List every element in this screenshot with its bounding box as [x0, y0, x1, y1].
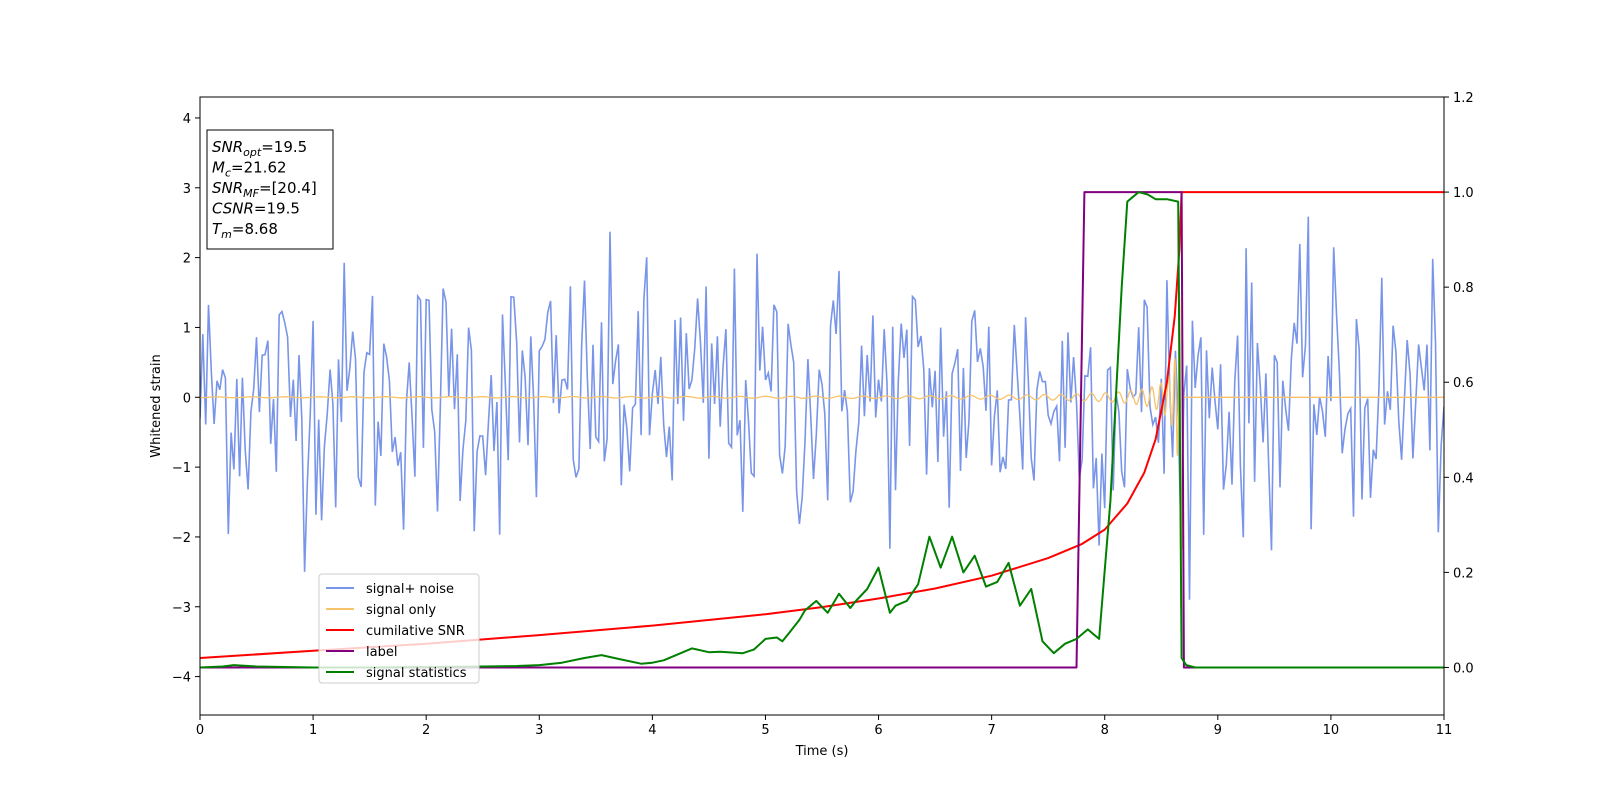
y-left-tick-label: 3	[183, 182, 191, 197]
y-right-tick-label: 0.0	[1453, 661, 1474, 676]
y-left-tick-label: −4	[172, 671, 191, 686]
y-left-tick-label: −3	[172, 601, 191, 616]
x-tick-label: 3	[535, 723, 543, 738]
y-right-tick-label: 0.4	[1453, 471, 1474, 486]
y-left-tick-label: 0	[183, 391, 191, 406]
legend-label: label	[366, 645, 397, 660]
y-right-tick-label: 1.0	[1453, 186, 1474, 201]
y-right-tick-label: 1.2	[1453, 91, 1474, 106]
legend-label: signal only	[366, 603, 436, 618]
snr-annotation-box: SNRopt=19.5Mc=21.62SNRMF=[20.4]CSNR=19.5…	[206, 129, 334, 250]
y-right-tick-label: 0.8	[1453, 281, 1474, 296]
annotation-line: Mc=21.62	[212, 159, 287, 180]
x-axis-label: Time (s)	[795, 744, 849, 759]
y-right-tick-label: 0.2	[1453, 566, 1474, 581]
legend: signal+ noise signal only cumilative SNR la…	[318, 573, 480, 684]
x-tick-label: 6	[874, 723, 882, 738]
y-axis-label: Whitened strain	[149, 354, 164, 457]
plot-frame	[199, 96, 1445, 716]
x-tick-label: 9	[1214, 723, 1222, 738]
annotation-line: Tm=8.68	[212, 220, 278, 241]
x-tick-label: 8	[1101, 723, 1109, 738]
legend-label: signal statistics	[366, 666, 467, 681]
series-signal-statistics	[200, 191, 1444, 669]
axes-layer: 0 1 2 3 4 5 6 7 8 9 10 11 −4 −3 −2 −1 0 1 2 3 4 0.0 0.2 0.4 0.6 0…	[172, 91, 1474, 738]
legend-label: cumilative SNR	[366, 624, 465, 639]
series-cumulative-snr	[200, 191, 1444, 659]
series-signal-plus-noise	[200, 216, 1444, 600]
annotation-frame	[206, 129, 334, 250]
x-tick-label: 7	[987, 723, 995, 738]
y-right-tick-label: 0.6	[1453, 376, 1474, 391]
y-left-tick-label: 2	[183, 252, 191, 267]
x-tick-label: 5	[761, 723, 769, 738]
annotation-line: SNRopt=19.5	[212, 138, 307, 159]
x-tick-label: 2	[422, 723, 430, 738]
x-tick-label: 0	[196, 723, 204, 738]
x-tick-label: 10	[1323, 723, 1340, 738]
annotation-line: SNRMF=[20.4]	[212, 179, 317, 200]
y-left-tick-label: −1	[172, 461, 191, 476]
y-left-tick-label: 4	[183, 112, 191, 127]
series-signal-only	[200, 290, 1444, 609]
annotation-line: CSNR=19.5	[212, 200, 300, 218]
x-tick-label: 1	[309, 723, 317, 738]
x-tick-label: 4	[648, 723, 656, 738]
y-left-tick-label: −2	[172, 531, 191, 546]
legend-label: signal+ noise	[366, 582, 454, 597]
series-layer	[200, 191, 1444, 669]
x-tick-label: 11	[1436, 723, 1453, 738]
y-left-tick-label: 1	[183, 321, 191, 336]
legend-frame	[318, 573, 480, 684]
